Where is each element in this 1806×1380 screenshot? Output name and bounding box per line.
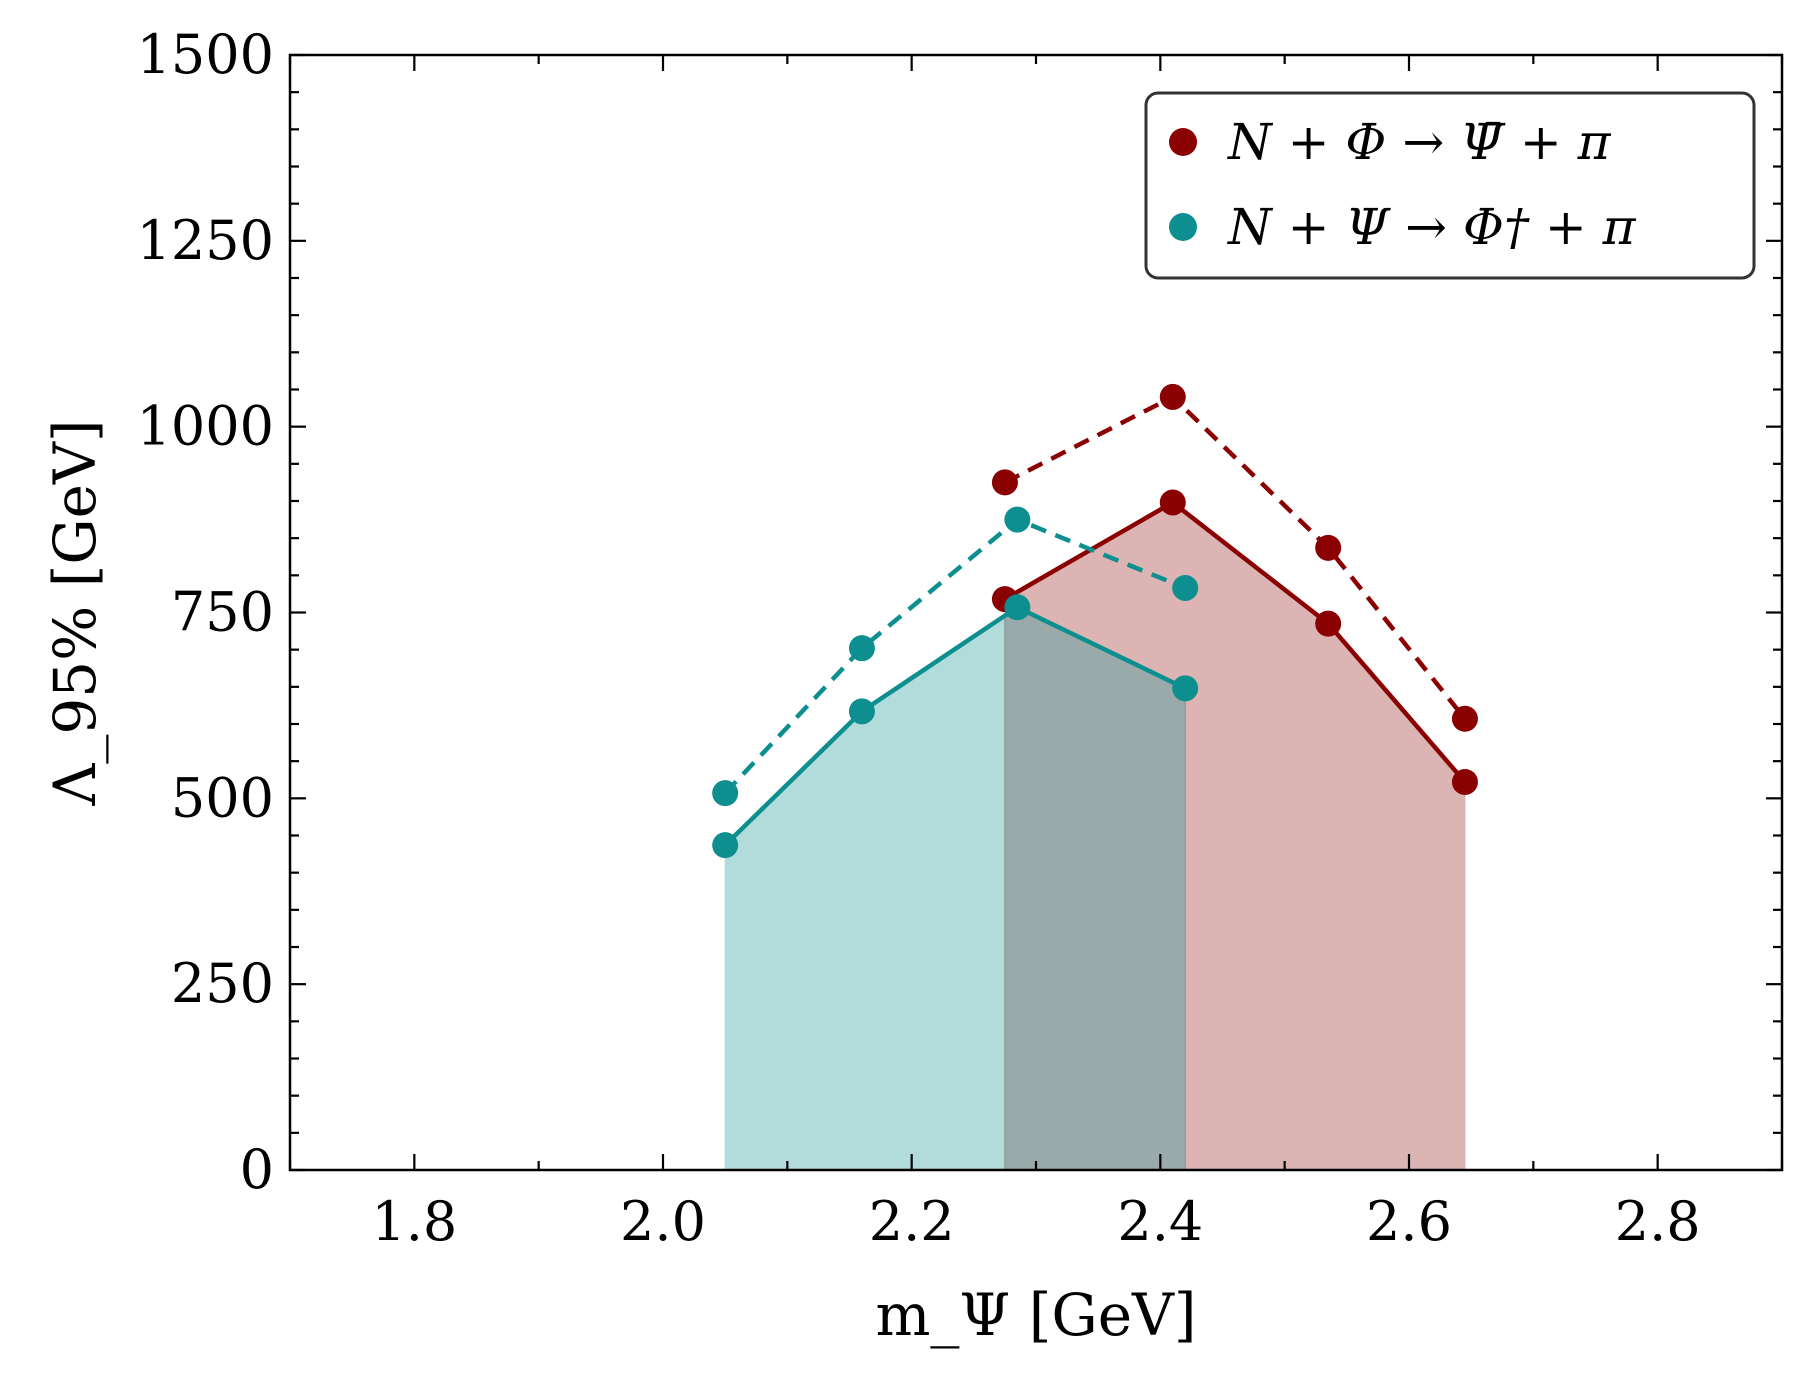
line-layer <box>723 394 1467 847</box>
point-dashed-series-1 <box>991 469 1018 496</box>
x-tick-label: 2.2 <box>869 1190 955 1253</box>
legend-entry-series-2: N + Ψ → Φ† + π <box>1227 198 1637 256</box>
y-tick-label: 1000 <box>137 395 274 458</box>
point-dashed-series-1 <box>1159 383 1186 410</box>
point-dashed-series-1 <box>1451 705 1478 732</box>
legend-entry-series-1: N + Φ → Ψ̄ + π <box>1227 113 1612 171</box>
y-tick-label: 1250 <box>137 209 274 272</box>
x-tick-label: 1.8 <box>371 1190 457 1253</box>
fill-area-overlap <box>1004 606 1186 1171</box>
point-dashed-series-2 <box>1172 574 1199 601</box>
y-tick-labels: 0 250 500 750 1000 1250 1500 <box>137 23 274 1201</box>
point-solid-series-1 <box>1451 768 1478 795</box>
x-tick-label: 2.6 <box>1366 1190 1452 1253</box>
point-layer <box>712 383 1478 859</box>
legend-marker-series-2 <box>1169 213 1197 241</box>
x-tick-labels: 1.8 2.0 2.2 2.4 2.6 2.8 <box>371 1190 1700 1253</box>
legend-box <box>1144 91 1756 280</box>
y-tick-label: 750 <box>171 581 274 644</box>
point-solid-series-2 <box>1172 675 1199 702</box>
y-tick-label: 250 <box>171 952 274 1015</box>
fill-layer <box>724 501 1466 1171</box>
x-tick-label: 2.8 <box>1615 1190 1701 1253</box>
y-tick-label: 500 <box>171 766 274 829</box>
point-solid-series-2 <box>1004 594 1031 621</box>
point-solid-series-1 <box>1315 610 1342 637</box>
line-dashed-series-1 <box>1003 394 1467 721</box>
x-axis-label: m_Ψ [GeV] <box>875 1281 1196 1349</box>
y-axis-label: Λ_95% [GeV] <box>41 419 109 806</box>
point-dashed-series-1 <box>1315 534 1342 561</box>
line-solid-series-2 <box>723 604 1187 847</box>
point-dashed-series-2 <box>1004 506 1031 533</box>
x-tick-label: 2.4 <box>1117 1190 1203 1253</box>
line-dashed-series-2 <box>723 516 1187 795</box>
x-tick-label: 2.0 <box>620 1190 706 1253</box>
plot-frame <box>288 53 1784 1172</box>
legend-marker-series-1 <box>1169 128 1197 156</box>
y-tick-label: 1500 <box>137 23 274 86</box>
point-dashed-series-2 <box>712 780 739 807</box>
y-tick-label: 0 <box>240 1138 274 1201</box>
point-solid-series-1 <box>1159 489 1186 516</box>
point-solid-series-2 <box>848 698 875 725</box>
legend: N + Φ → Ψ̄ + π N + Ψ → Φ† + π <box>1144 91 1756 280</box>
point-dashed-series-2 <box>848 635 875 662</box>
point-solid-series-2 <box>712 832 739 859</box>
